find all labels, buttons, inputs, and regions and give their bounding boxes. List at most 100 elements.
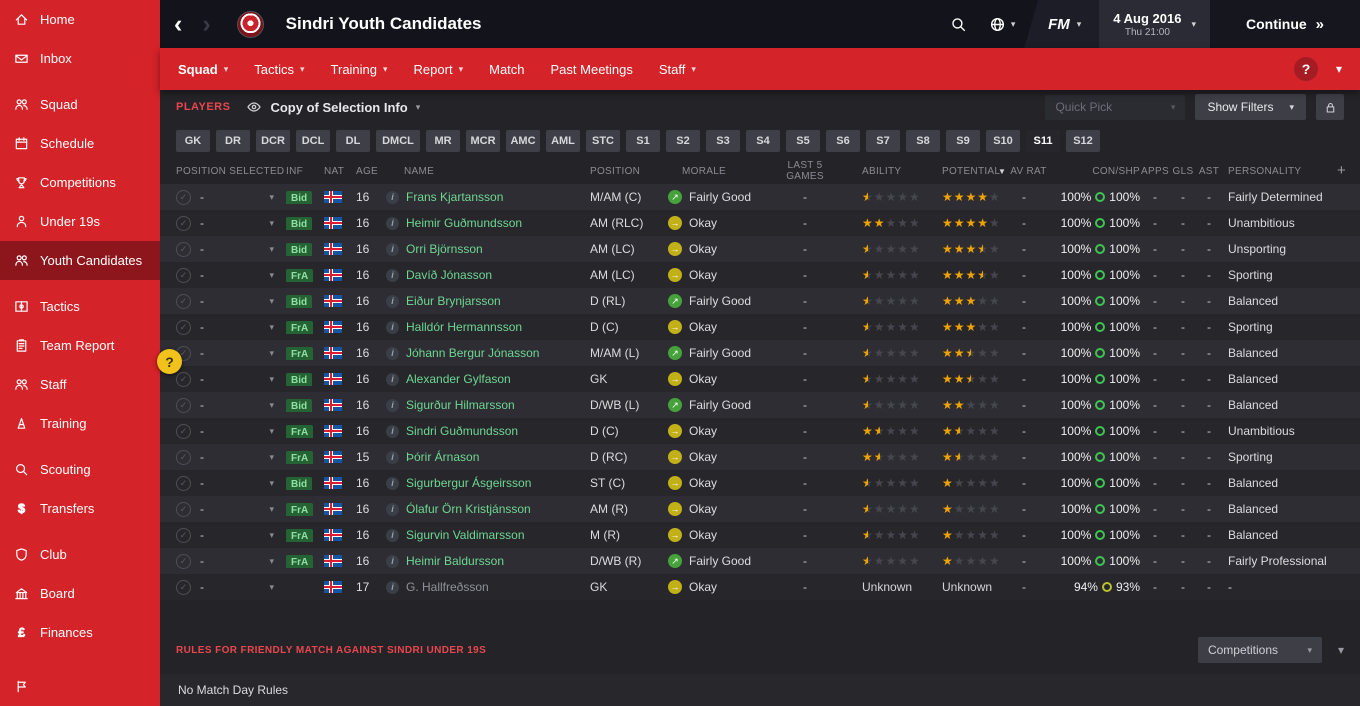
position-selected-dropdown[interactable]: - ▾ [200, 424, 274, 438]
filter-chip-s3[interactable]: S3 [706, 130, 740, 152]
filter-chip-s7[interactable]: S7 [866, 130, 900, 152]
player-row[interactable]: ✓ - ▾ Bid 16 i Eiður Brynjarsson D (RL) ↗ Fairly … [160, 288, 1360, 314]
quick-pick-dropdown[interactable]: Quick Pick ▾ [1045, 94, 1186, 120]
player-row[interactable]: ✓ - ▾ FrA 16 i Sigurvin Valdimarsson M (R) → Okay… [160, 522, 1360, 548]
filter-chip-stc[interactable]: STC [586, 130, 620, 152]
sidebar-item-under-19s[interactable]: Under 19s [0, 202, 160, 241]
nav-item-training[interactable]: Training ▾ [330, 61, 388, 77]
footer-flag-icon[interactable] [14, 679, 29, 694]
row-select-checkbox[interactable]: ✓ [176, 319, 200, 335]
filter-chip-s9[interactable]: S9 [946, 130, 980, 152]
player-name-link[interactable]: Davíð Jónasson [406, 268, 493, 282]
back-button[interactable]: ‹ [174, 10, 183, 38]
player-name-link[interactable]: Frans Kjartansson [406, 190, 504, 204]
player-name-link[interactable]: G. Hallfreðsson [406, 580, 489, 594]
sidebar-item-home[interactable]: Home [0, 0, 160, 39]
competitions-dropdown[interactable]: Competitions ▾ [1197, 637, 1322, 663]
filter-chip-s5[interactable]: S5 [786, 130, 820, 152]
position-selected-dropdown[interactable]: - ▾ [200, 502, 274, 516]
row-select-checkbox[interactable]: ✓ [176, 267, 200, 283]
sidebar-item-transfers[interactable]: Transfers [0, 489, 160, 528]
sidebar-item-training[interactable]: Training [0, 404, 160, 443]
player-row[interactable]: ✓ - ▾ Bid 16 i Heimir Guðmundsson AM (RLC) → Okay… [160, 210, 1360, 236]
column-header-position-selected[interactable]: POSITION SELECTED [176, 165, 285, 177]
sidebar-item-competitions[interactable]: Competitions [0, 163, 160, 202]
player-row[interactable]: ✓ - ▾ FrA 16 i Ólafur Örn Kristjánsson AM (R) → O… [160, 496, 1360, 522]
player-name-link[interactable]: Alexander Gylfason [406, 372, 511, 386]
column-header-position[interactable]: POSITION [590, 165, 641, 177]
column-header-ast[interactable]: AST [1198, 165, 1220, 177]
player-row[interactable]: ✓ - ▾ FrA 16 i Sindri Guðmundsson D (C) → Okay - ★★… [160, 418, 1360, 444]
position-selected-dropdown[interactable]: - ▾ [200, 320, 274, 334]
lock-button[interactable] [1316, 94, 1344, 120]
position-selected-dropdown[interactable]: - ▾ [200, 580, 274, 594]
forward-button[interactable]: › [202, 10, 211, 38]
info-icon[interactable]: i [386, 476, 406, 490]
nav-item-staff[interactable]: Staff ▾ [658, 61, 696, 77]
player-name-link[interactable]: Sindri Guðmundsson [406, 424, 519, 438]
info-icon[interactable]: i [386, 554, 406, 568]
position-selected-dropdown[interactable]: - ▾ [200, 450, 274, 464]
filter-chip-s1[interactable]: S1 [626, 130, 660, 152]
position-selected-dropdown[interactable]: - ▾ [200, 242, 274, 256]
row-select-checkbox[interactable]: ✓ [176, 449, 200, 465]
info-icon[interactable]: i [386, 216, 406, 230]
filter-chip-s2[interactable]: S2 [666, 130, 700, 152]
column-header-con-shp[interactable]: CON/SHP [1092, 165, 1140, 177]
nav-item-squad[interactable]: Squad ▾ [178, 61, 229, 77]
row-select-checkbox[interactable]: ✓ [176, 553, 200, 569]
player-row[interactable]: ✓ - ▾ 17 i G. Hallfreðsson GK → Okay - Unknown Unkn… [160, 574, 1360, 600]
filter-chip-s11[interactable]: S11 [1026, 130, 1060, 152]
info-icon[interactable]: i [386, 502, 406, 516]
info-icon[interactable]: i [386, 346, 406, 360]
player-name-link[interactable]: Sigurvin Valdimarsson [406, 528, 525, 542]
row-select-checkbox[interactable]: ✓ [176, 475, 200, 491]
player-row[interactable]: ✓ - ▾ Bid 16 i Orri Björnsson AM (LC) → Okay - ★★★★… [160, 236, 1360, 262]
row-select-checkbox[interactable]: ✓ [176, 579, 200, 595]
row-select-checkbox[interactable]: ✓ [176, 397, 200, 413]
filter-chip-dl[interactable]: DL [336, 130, 370, 152]
add-column-button[interactable]: + [1336, 162, 1346, 179]
player-row[interactable]: ✓ - ▾ FrA 16 i Davíð Jónasson AM (LC) → Okay - ★★★★… [160, 262, 1360, 288]
sidebar-item-youth-candidates[interactable]: Youth Candidates [0, 241, 160, 280]
info-icon[interactable]: i [386, 580, 406, 594]
info-icon[interactable]: i [386, 320, 406, 334]
fm-menu-button[interactable]: FM ▾ [1024, 0, 1100, 48]
row-select-checkbox[interactable]: ✓ [176, 189, 200, 205]
sidebar-item-squad[interactable]: Squad [0, 85, 160, 124]
nav-item-past-meetings[interactable]: Past Meetings [550, 61, 633, 77]
info-icon[interactable]: i [386, 528, 406, 542]
player-row[interactable]: ✓ - ▾ FrA 16 i Jóhann Bergur Jónasson M/AM (L) ↗… [160, 340, 1360, 366]
player-row[interactable]: ✓ - ▾ FrA 16 i Halldór Hermannsson D (C) → Okay - ★… [160, 314, 1360, 340]
row-select-checkbox[interactable]: ✓ [176, 241, 200, 257]
sidebar-item-tactics[interactable]: Tactics [0, 287, 160, 326]
nav-collapse-chevron[interactable]: ▾ [1335, 62, 1342, 76]
column-header-potential[interactable]: POTENTIAL [942, 165, 1001, 177]
date-selector[interactable]: 4 Aug 2016 Thu 21:00 ▾ [1099, 0, 1210, 48]
player-name-link[interactable]: Sigurbergur Ásgeirsson [406, 476, 532, 490]
search-button[interactable] [936, 0, 980, 48]
player-name-link[interactable]: Eiður Brynjarsson [406, 294, 501, 308]
sidebar-item-scouting[interactable]: Scouting [0, 450, 160, 489]
column-header-ability[interactable]: ABILITY [862, 165, 902, 177]
row-select-checkbox[interactable]: ✓ [176, 215, 200, 231]
player-row[interactable]: ✓ - ▾ Bid 16 i Alexander Gylfason GK → Okay - ★★★★★… [160, 366, 1360, 392]
player-name-link[interactable]: Ólafur Örn Kristjánsson [406, 502, 531, 516]
sidebar-item-schedule[interactable]: Schedule [0, 124, 160, 163]
filter-chip-dr[interactable]: DR [216, 130, 250, 152]
continue-button[interactable]: Continue » [1210, 0, 1360, 48]
position-selected-dropdown[interactable]: - ▾ [200, 268, 274, 282]
sidebar-item-inbox[interactable]: Inbox [0, 39, 160, 78]
position-selected-dropdown[interactable]: - ▾ [200, 190, 274, 204]
info-icon[interactable]: i [386, 372, 406, 386]
info-icon[interactable]: i [386, 450, 406, 464]
filter-chip-mcr[interactable]: MCR [466, 130, 500, 152]
filter-chip-dcl[interactable]: DCL [296, 130, 330, 152]
player-name-link[interactable]: Heimir Baldursson [406, 554, 505, 568]
column-header-personality[interactable]: PERSONALITY [1228, 165, 1302, 177]
filter-chip-dmcl[interactable]: DMCL [376, 130, 420, 152]
sidebar-item-staff[interactable]: Staff [0, 365, 160, 404]
player-name-link[interactable]: Orri Björnsson [406, 242, 483, 256]
sidebar-item-board[interactable]: Board [0, 574, 160, 613]
player-name-link[interactable]: Sigurður Hilmarsson [406, 398, 515, 412]
